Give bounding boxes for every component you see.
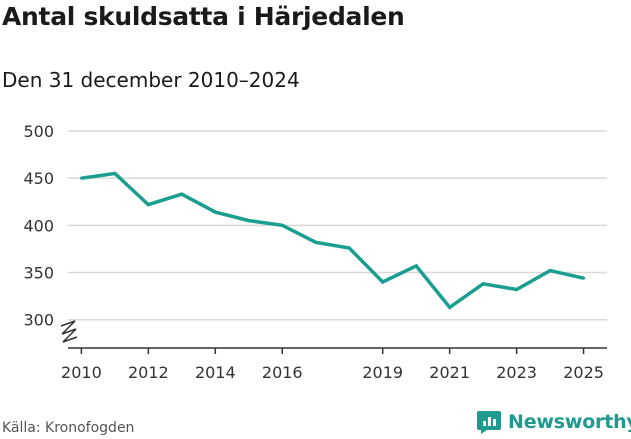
data-point-2022: [481, 282, 485, 286]
y-tick-label: 450: [23, 169, 54, 188]
newsworthy-logo-text: Newsworthy: [508, 411, 631, 433]
y-tick-label: 400: [23, 216, 54, 235]
data-point-2011: [113, 171, 117, 175]
data-point-2017: [314, 240, 318, 244]
data-point-2015: [247, 219, 251, 223]
y-axis-ticks: 300 350 400 450 500: [23, 122, 54, 330]
line-chart: 300 350 400 450 500 2010 2012 2014 2016 2019 2021…: [23, 122, 607, 382]
data-point-2019: [381, 280, 385, 284]
data-point-2016: [280, 223, 284, 227]
y-tick-label: 350: [23, 264, 54, 283]
x-tick-label: 2023: [496, 363, 537, 382]
newsworthy-logo-icon: [477, 411, 501, 434]
gridlines: [68, 130, 607, 321]
data-point-2014: [213, 210, 217, 214]
data-point-2013: [180, 192, 184, 196]
data-point-2012: [146, 203, 150, 207]
data-point-2024: [548, 269, 552, 273]
x-axis-ticks: 2010 2012 2014 2016 2019 2021 2023 2025: [61, 348, 604, 382]
data-point-2010: [79, 176, 83, 180]
newsworthy-logo: Newsworthy: [476, 409, 631, 435]
x-tick-label: 2010: [61, 363, 102, 382]
series-layer: [79, 171, 586, 310]
data-point-2025: [582, 276, 586, 280]
data-point-2020: [414, 264, 418, 268]
x-tick-label: 2014: [195, 363, 236, 382]
x-tick-label: 2021: [429, 363, 470, 382]
x-tick-label: 2016: [262, 363, 303, 382]
x-tick-label: 2019: [362, 363, 403, 382]
y-tick-label: 300: [23, 311, 54, 330]
axis-break-icon: [60, 320, 78, 343]
data-point-2023: [515, 288, 519, 292]
chart-subtitle: Den 31 december 2010–2024: [2, 68, 300, 92]
axis-break-zigzag: [60, 320, 78, 343]
y-tick-label: 500: [23, 122, 54, 141]
x-tick-label: 2012: [128, 363, 169, 382]
data-point-2021: [448, 305, 452, 309]
x-tick-label: 2025: [563, 363, 604, 382]
series-line-0: [81, 171, 584, 310]
source-note: Källa: Kronofogden: [2, 420, 135, 436]
chart-title: Antal skuldsatta i Härjedalen: [2, 2, 405, 31]
data-point-2018: [347, 246, 351, 250]
